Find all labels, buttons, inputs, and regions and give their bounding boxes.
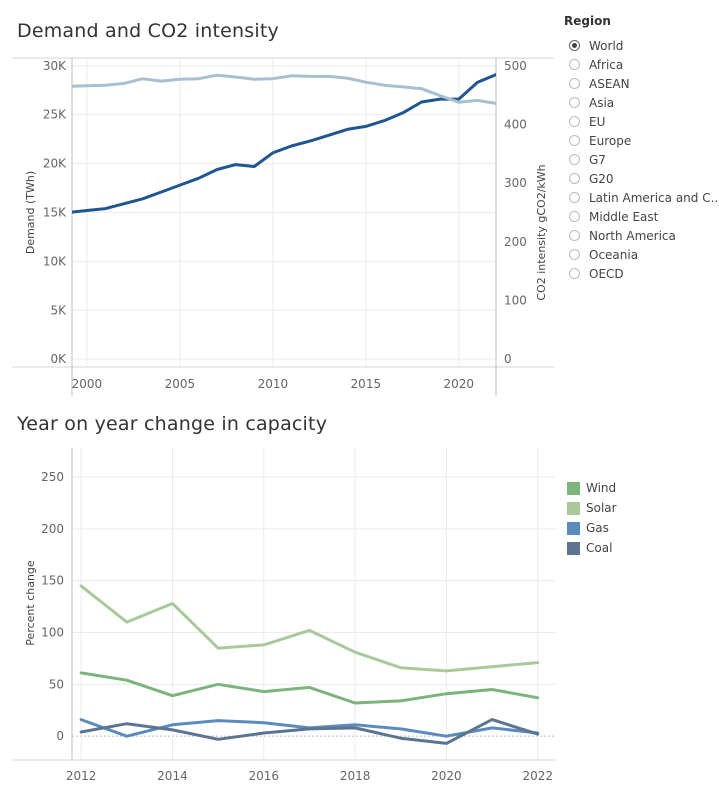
y-tick-label: 200 [41, 522, 64, 536]
y2-axis-label: CO2 intensity gCO2/kWh [535, 164, 548, 300]
region-option[interactable]: ASEAN [569, 74, 719, 93]
series-legend: Wind Solar Gas Coal [567, 478, 617, 558]
series-line-solar [79, 584, 540, 673]
x-tick-label: 2012 [66, 769, 97, 783]
y-tick-label: 150 [41, 574, 64, 588]
radio-icon[interactable] [569, 97, 580, 108]
y-tick-label: 100 [41, 626, 64, 640]
radio-icon[interactable] [569, 135, 580, 146]
chart-title-demand: Demand and CO2 intensity [17, 20, 279, 42]
radio-icon[interactable] [569, 78, 580, 89]
region-option[interactable]: World [569, 36, 719, 55]
x-tick-label: 2005 [165, 377, 196, 391]
radio-icon[interactable] [569, 192, 580, 203]
y2-tick-label: 400 [504, 117, 527, 131]
region-option[interactable]: EU [569, 112, 719, 131]
radio-selected-icon[interactable] [569, 40, 580, 51]
y-tick-label: 10K [43, 254, 67, 268]
y2-tick-label: 500 [504, 59, 527, 73]
y-axis-label: Percent change [24, 560, 37, 646]
region-option-label: EU [589, 114, 606, 129]
y-tick-label: 250 [41, 470, 64, 484]
legend-item-gas: Gas [567, 518, 617, 538]
y-tick-label: 20K [43, 157, 67, 171]
legend-label: Coal [586, 541, 613, 555]
region-option[interactable]: Latin America and C... [569, 188, 719, 207]
legend-label: Solar [586, 501, 617, 515]
y2-tick-label: 200 [504, 235, 527, 249]
radio-icon[interactable] [569, 211, 580, 222]
radio-icon[interactable] [569, 230, 580, 241]
x-tick-label: 2020 [431, 769, 462, 783]
y-tick-label: 5K [50, 303, 67, 317]
x-tick-label: 2014 [157, 769, 188, 783]
legend-label: Wind [586, 481, 617, 495]
legend-label: Gas [586, 521, 609, 535]
region-filter-title: Region [564, 14, 611, 28]
series-line-wind [79, 671, 540, 705]
y-tick-label: 50 [49, 677, 64, 691]
series-line-coal [79, 718, 540, 745]
region-option-label: G20 [589, 171, 614, 186]
region-option[interactable]: North America [569, 226, 719, 245]
region-option[interactable]: Asia [569, 93, 719, 112]
legend-swatch [567, 481, 580, 495]
legend-item-solar: Solar [567, 498, 617, 518]
region-option[interactable]: Middle East [569, 207, 719, 226]
radio-icon[interactable] [569, 249, 580, 260]
chart-title-capacity: Year on year change in capacity [17, 413, 328, 435]
region-option-label: G7 [589, 152, 606, 167]
region-option-label: Latin America and C... [589, 190, 719, 205]
y-tick-label: 0K [50, 352, 67, 366]
y2-tick-label: 100 [504, 294, 527, 308]
x-tick-label: 2022 [522, 769, 553, 783]
y2-tick-label: 300 [504, 176, 527, 190]
y2-tick-label: 0 [504, 352, 512, 366]
region-option[interactable]: G20 [569, 169, 719, 188]
co2-intensity-line [72, 73, 496, 105]
region-option-label: Asia [589, 95, 615, 110]
radio-icon[interactable] [569, 268, 580, 279]
x-tick-label: 2000 [72, 377, 103, 391]
x-tick-label: 2018 [340, 769, 371, 783]
region-option[interactable]: OECD [569, 264, 719, 283]
radio-icon[interactable] [569, 116, 580, 127]
demand-line [72, 73, 496, 214]
y-tick-label: 25K [43, 108, 67, 122]
region-option[interactable]: Africa [569, 55, 719, 74]
legend-swatch [567, 541, 580, 555]
y-tick-label: 0 [56, 729, 64, 743]
region-option-label: World [589, 38, 624, 53]
region-option-label: OECD [589, 266, 624, 281]
region-option[interactable]: G7 [569, 150, 719, 169]
region-option-label: Europe [589, 133, 632, 148]
region-option[interactable]: Oceania [569, 245, 719, 264]
x-tick-label: 2016 [249, 769, 280, 783]
y-axis-label: Demand (TWh) [24, 171, 37, 254]
legend-item-wind: Wind [567, 478, 617, 498]
region-filter[interactable]: World Africa ASEAN Asia EU Europe G7 G20 Latin A… [569, 36, 719, 283]
region-option-label: North America [589, 228, 676, 243]
region-option-label: ASEAN [589, 76, 630, 91]
y-tick-label: 15K [43, 206, 67, 220]
radio-icon[interactable] [569, 173, 580, 184]
y-tick-label: 30K [43, 59, 67, 73]
region-option-label: Oceania [589, 247, 639, 262]
legend-swatch [567, 501, 580, 515]
radio-icon[interactable] [569, 154, 580, 165]
x-tick-label: 2020 [444, 377, 475, 391]
x-tick-label: 2015 [351, 377, 382, 391]
region-option-label: Middle East [589, 209, 659, 224]
x-tick-label: 2010 [258, 377, 289, 391]
region-option[interactable]: Europe [569, 131, 719, 150]
region-option-label: Africa [589, 57, 624, 72]
radio-icon[interactable] [569, 59, 580, 70]
legend-item-coal: Coal [567, 538, 617, 558]
legend-swatch [567, 521, 580, 535]
